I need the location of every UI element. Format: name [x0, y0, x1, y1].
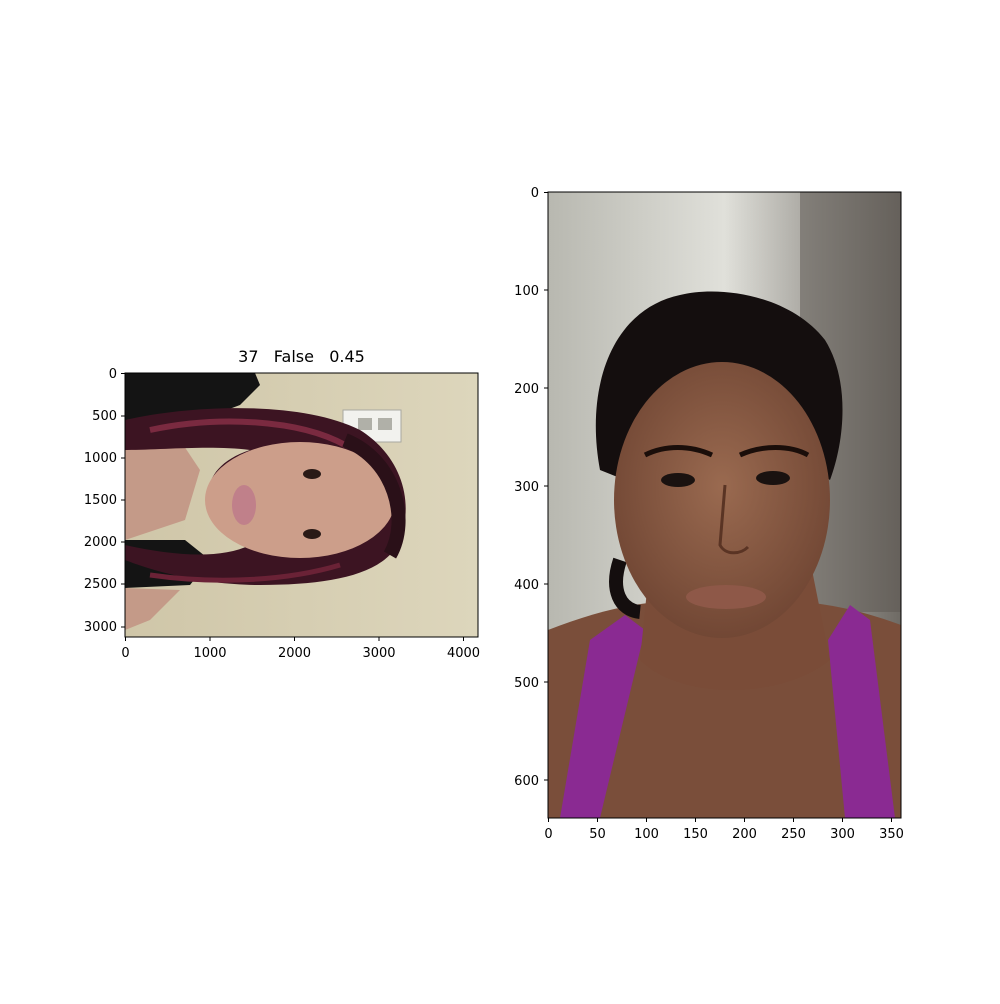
- right-x-tick-label: 200: [732, 827, 757, 842]
- right-x-tick-label: 100: [634, 827, 659, 842]
- left-y-tick-label: 0: [109, 367, 117, 382]
- right-axes-frame: [547, 191, 902, 819]
- left-axes-frame: [124, 372, 479, 638]
- right-x-axis: 0 50 100 150 200 250 300 350: [544, 818, 904, 842]
- right-photo: [548, 192, 901, 818]
- left-y-tick-label: 500: [92, 409, 117, 424]
- left-x-tick-label: 3000: [362, 646, 395, 661]
- left-y-axis: 0 500 1000 1500 2000 2500 3000: [84, 367, 125, 635]
- right-x-tick-label: 350: [879, 827, 904, 842]
- right-y-tick-label: 400: [514, 578, 539, 593]
- left-x-axis: 0 1000 2000 3000 4000: [121, 637, 480, 661]
- right-x-tick-label: 150: [683, 827, 708, 842]
- right-x-tick-label: 0: [544, 827, 552, 842]
- left-y-tick-label: 1500: [84, 493, 117, 508]
- right-y-tick-label: 100: [514, 284, 539, 299]
- right-y-tick-label: 500: [514, 676, 539, 691]
- left-y-tick-label: 2500: [84, 577, 117, 592]
- right-x-tick-label: 250: [781, 827, 806, 842]
- left-y-tick-label: 1000: [84, 451, 117, 466]
- left-x-tick-label: 4000: [447, 646, 480, 661]
- left-panel-title: 37 False 0.45: [238, 347, 365, 366]
- right-y-tick-label: 300: [514, 480, 539, 495]
- left-x-tick-label: 2000: [278, 646, 311, 661]
- right-x-tick-label: 50: [589, 827, 606, 842]
- right-y-axis: 0 100 200 300 400 500 600: [514, 186, 548, 789]
- left-x-tick-label: 1000: [193, 646, 226, 661]
- left-y-tick-label: 2000: [84, 535, 117, 550]
- left-photo: [125, 373, 478, 637]
- left-y-tick-label: 3000: [84, 620, 117, 635]
- right-y-tick-label: 600: [514, 774, 539, 789]
- right-x-tick-label: 300: [830, 827, 855, 842]
- left-x-tick-label: 0: [121, 646, 129, 661]
- right-y-tick-label: 0: [531, 186, 539, 201]
- right-y-tick-label: 200: [514, 382, 539, 397]
